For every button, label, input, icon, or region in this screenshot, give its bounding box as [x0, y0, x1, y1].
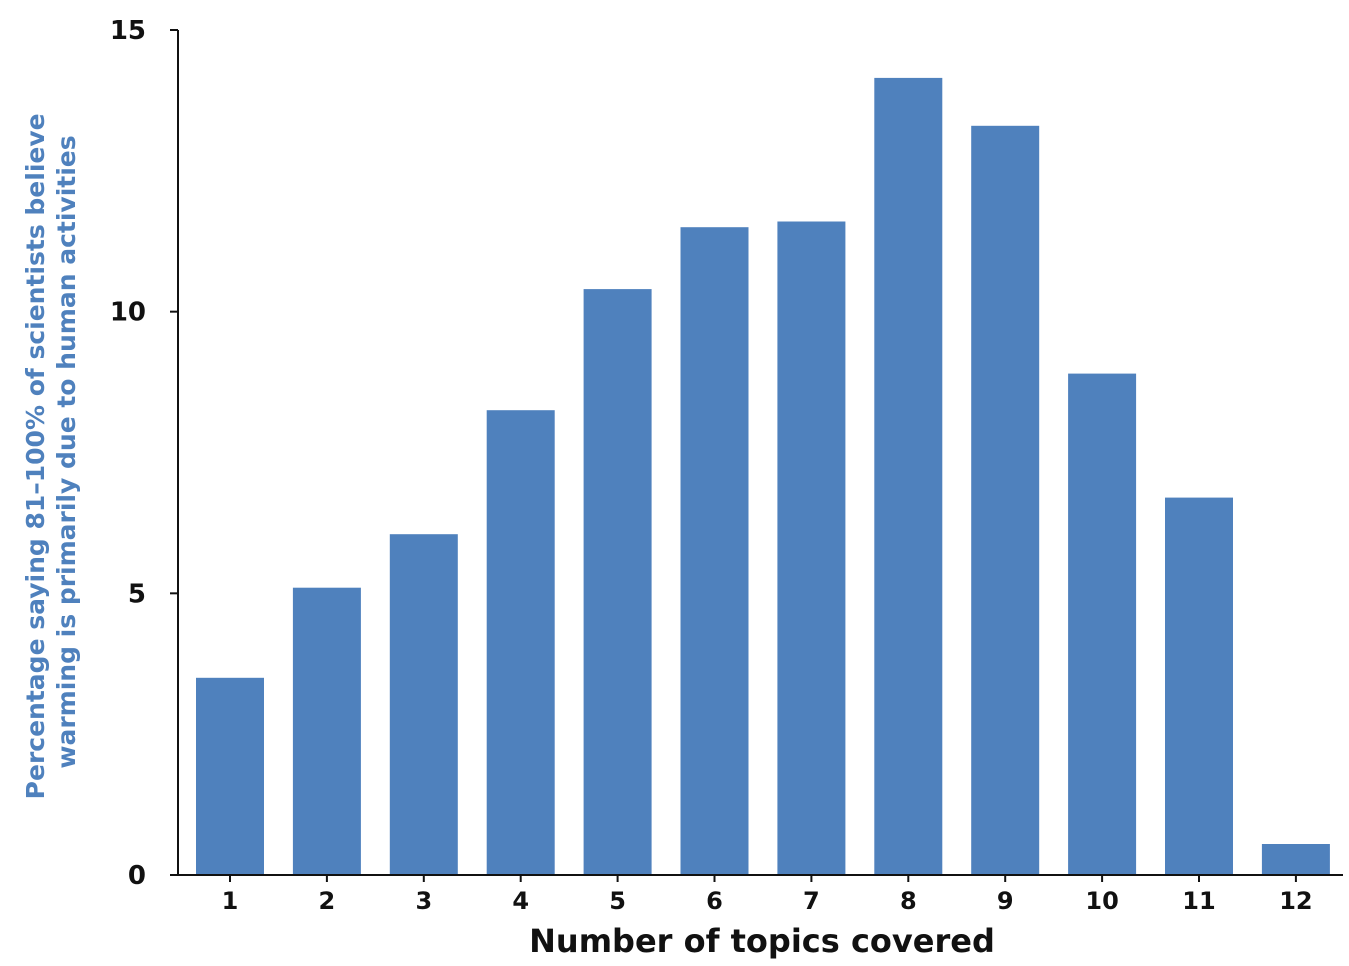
- x-tick-label-1: 1: [222, 887, 239, 915]
- x-ticks-group: 1 2 3 4 5 6 7 8 9 10 11 12: [222, 875, 1313, 915]
- axes-group: [177, 30, 1343, 876]
- bar-1: [196, 677, 264, 875]
- bar-8: [874, 77, 943, 875]
- x-tick-label-6: 6: [706, 887, 723, 915]
- y-axis-title: Percentage saying 81–100% of scientists …: [21, 105, 81, 800]
- y-tick-label-10: 10: [110, 298, 146, 328]
- x-tick-label-10: 10: [1085, 887, 1118, 915]
- bar-11: [1165, 497, 1233, 875]
- x-tick-label-9: 9: [997, 887, 1014, 915]
- bar-7: [777, 221, 846, 875]
- bar-9: [971, 125, 1040, 876]
- x-tick-label-2: 2: [319, 887, 336, 915]
- bars-group: [196, 77, 1330, 876]
- x-tick-label-5: 5: [609, 887, 626, 915]
- bar-3: [389, 534, 458, 875]
- y-tick-label-15: 15: [110, 16, 146, 46]
- y-axis-title-line-1: Percentage saying 81–100% of scientists …: [21, 113, 50, 799]
- x-tick-label-8: 8: [900, 887, 917, 915]
- y-tick-label-0: 0: [128, 861, 146, 891]
- x-tick-label-4: 4: [512, 887, 529, 915]
- x-axis-title: Number of topics covered: [529, 922, 995, 960]
- bar-4: [486, 410, 555, 875]
- x-tick-label-12: 12: [1279, 887, 1312, 915]
- y-axis-title-line-2: warming is primarily due to human activi…: [52, 135, 81, 768]
- bar-6: [680, 227, 749, 875]
- bar-5: [583, 289, 652, 876]
- y-ticks-group: 0 5 10 15: [110, 16, 178, 891]
- x-tick-label-7: 7: [803, 887, 820, 915]
- x-tick-label-3: 3: [415, 887, 432, 915]
- bar-2: [292, 587, 361, 875]
- bar-12: [1261, 844, 1330, 875]
- y-tick-label-5: 5: [128, 579, 146, 609]
- x-tick-label-11: 11: [1182, 887, 1215, 915]
- bar-10: [1068, 373, 1137, 875]
